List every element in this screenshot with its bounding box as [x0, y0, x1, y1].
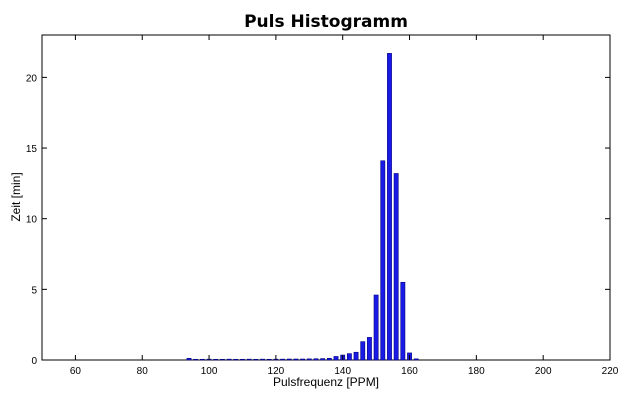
histogram-bar	[400, 281, 406, 361]
histogram-bar	[380, 160, 386, 361]
histogram-bar	[353, 351, 359, 361]
histogram-bar	[199, 358, 205, 361]
histogram-bar	[367, 337, 372, 361]
y-axis: 0 5 10 15 20	[26, 73, 610, 367]
y-tick-label: 5	[31, 285, 37, 296]
x-tick-label: 140	[334, 366, 351, 377]
x-axis: 60 80 100 120 140 160 180 200 220	[70, 35, 619, 377]
histogram-bar	[213, 358, 219, 361]
x-tick-label: 60	[70, 366, 82, 377]
histogram-bar	[333, 356, 339, 361]
y-tick-label: 15	[26, 144, 38, 155]
histogram-bar	[246, 358, 252, 361]
histogram-bar	[313, 358, 319, 361]
x-axis-label: Pulsfrequenz [PPM]	[273, 375, 379, 389]
x-tick-label: 80	[137, 366, 149, 377]
histogram-bar	[320, 358, 326, 361]
histogram-bar	[233, 358, 239, 361]
histogram-bar	[300, 358, 306, 361]
x-tick-label: 100	[201, 366, 218, 377]
y-tick-label: 0	[31, 356, 37, 367]
histogram-bar	[387, 53, 392, 361]
chart-title: Puls Histogramm	[244, 12, 408, 32]
histogram-bar	[226, 358, 232, 361]
x-tick-label: 200	[535, 366, 552, 377]
x-tick-label: 160	[401, 366, 418, 377]
y-axis-label: Zeit [min]	[9, 172, 23, 221]
histogram-bar	[326, 357, 332, 361]
histogram-bar	[393, 173, 399, 361]
histogram-bar	[413, 358, 419, 361]
histogram-bar	[253, 358, 259, 361]
x-tick-label: 220	[602, 366, 619, 377]
histogram-bar	[306, 358, 312, 361]
histogram-bar	[260, 358, 265, 361]
x-tick-label: 180	[468, 366, 485, 377]
histogram-bar	[360, 341, 366, 361]
histogram-bar	[346, 353, 352, 361]
histogram-bar	[286, 358, 292, 361]
histogram-bar	[280, 358, 285, 361]
histogram-bar	[186, 357, 192, 361]
y-tick-label: 10	[26, 215, 38, 226]
histogram-bar	[193, 358, 199, 361]
histogram-bar	[240, 358, 245, 361]
histogram-bar	[373, 294, 379, 361]
histogram-bar	[220, 358, 225, 361]
histogram-bar	[266, 358, 272, 361]
histogram-bar	[293, 358, 299, 361]
y-tick-label: 20	[26, 73, 38, 84]
plot-area	[41, 34, 611, 361]
x-tick-label: 120	[268, 366, 285, 377]
